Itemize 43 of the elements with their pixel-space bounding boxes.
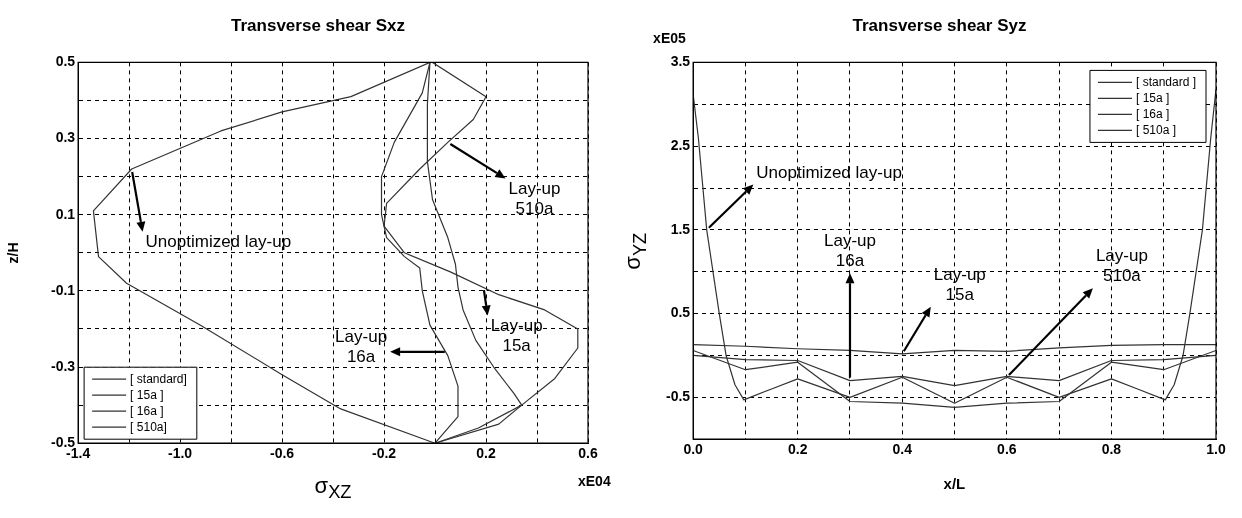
y-tick-label: 0.3 [55, 129, 76, 146]
y-tick-label: 3.5 [670, 53, 691, 70]
annotation: Lay-up 16a [823, 231, 876, 271]
x-tick-label: 0.6 [997, 441, 1017, 458]
legend-label: [ 510a] [130, 419, 167, 434]
x-tick-label: 0.2 [787, 441, 808, 458]
y-axis-title: z/H [4, 242, 20, 264]
x-tick-label: 0.8 [1101, 441, 1122, 458]
y-tick-label: 0.1 [55, 205, 76, 222]
annotation: Lay-up 510a [508, 178, 561, 218]
x-axis-title: σ$_{XZ}$ [314, 473, 352, 504]
text: xE05 [653, 30, 686, 47]
y-tick-label: 0.5 [55, 53, 76, 70]
x-tick-label: -0.6 [270, 445, 295, 462]
legend-label: [ 16a ] [1135, 106, 1170, 121]
chart-title: Transverse shear Sxz [231, 15, 405, 35]
x-tick-label: 1.0 [1206, 441, 1226, 458]
y-tick-label: 2.5 [670, 136, 691, 153]
y-tick-label: 1.5 [670, 220, 691, 237]
x-tick-label: 0.2 [476, 445, 496, 462]
legend-label: [ standard] [130, 371, 187, 386]
legend-label: [ 510a ] [1135, 122, 1176, 137]
y-tick-label: 0.5 [670, 304, 691, 321]
legend-label: [ standard ] [1135, 74, 1197, 89]
annotation: Unoptimized lay-up [756, 162, 902, 182]
text: xE04 [578, 473, 611, 490]
x-tick-label: 0.4 [892, 441, 913, 458]
x-tick-label: -1.0 [168, 445, 193, 462]
annotation: Lay-up 510a [1095, 246, 1148, 286]
legend-label: [ 16a ] [130, 403, 164, 418]
y-tick-label: -0.1 [51, 281, 76, 298]
legend-label: [ 15a ] [1135, 90, 1170, 105]
y-tick-label: -0.3 [51, 357, 76, 374]
annotation: Lay-up 15a [490, 315, 543, 355]
y-tick-label: -0.5 [666, 388, 691, 405]
legend-label: [ 15a ] [130, 387, 164, 402]
annotation: Unoptimized lay-up [145, 231, 292, 251]
x-axis-title: x/L [943, 475, 966, 493]
annotation: Lay-up 16a [335, 327, 388, 367]
x-tick-label: 0.6 [578, 445, 598, 462]
chart-title: Transverse shear Syz [852, 15, 1027, 35]
x-tick-label: -0.2 [371, 445, 397, 462]
x-tick-label: 0.0 [683, 441, 704, 458]
